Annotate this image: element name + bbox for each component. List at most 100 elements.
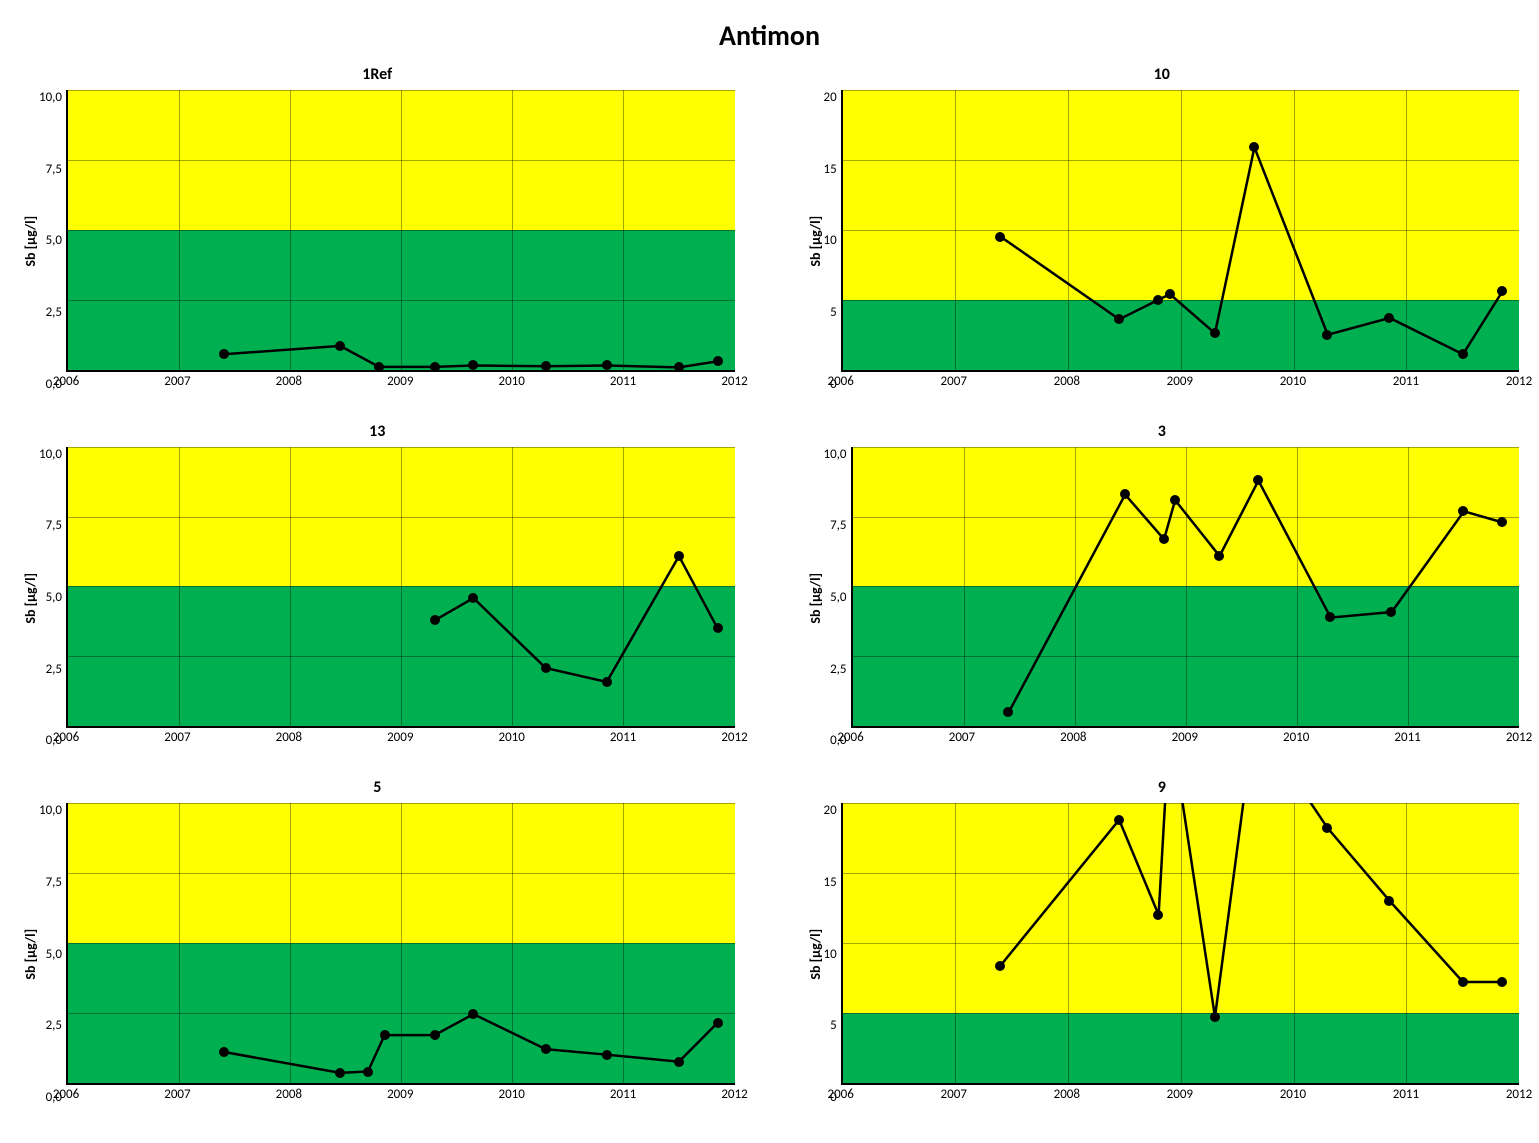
y-tick-label: 7,5	[39, 518, 62, 533]
x-tick-label: 2010	[498, 730, 524, 745]
x-tick-label: 2009	[387, 374, 413, 389]
data-markers	[68, 803, 734, 1083]
plot-area	[841, 803, 1519, 1085]
x-axis-ticks: 2006200720082009201020112012	[66, 728, 734, 748]
panel-title: 3	[805, 422, 1520, 441]
chart-panel: 13Sb [µg/l]10,07,55,02,50,02006200720082…	[20, 422, 735, 749]
x-tick-label: 2011	[610, 730, 636, 745]
x-tick-label: 2012	[721, 374, 747, 389]
x-tick-label: 2008	[276, 374, 302, 389]
y-axis-label: Sb [µg/l]	[20, 447, 39, 749]
plot-wrap: 2006200720082009201020112012	[66, 803, 734, 1105]
data-point	[1153, 295, 1163, 305]
chart-area: Sb [µg/l]10,07,55,02,50,0200620072008200…	[20, 90, 735, 392]
y-tick-label: 5,0	[39, 947, 62, 962]
y-tick-label: 5,0	[824, 590, 847, 605]
x-axis-ticks: 2006200720082009201020112012	[66, 372, 734, 392]
x-tick-label: 2007	[949, 730, 975, 745]
plot-wrap: 2006200720082009201020112012	[66, 447, 734, 749]
y-tick-label: 10,0	[824, 447, 847, 462]
chart-panel: 1Ref Sb [µg/l]10,07,55,02,50,020062007200…	[20, 65, 735, 392]
x-tick-label: 2008	[1054, 1087, 1080, 1102]
x-tick-label: 2011	[610, 1087, 636, 1102]
x-tick-label: 2012	[721, 1087, 747, 1102]
x-tick-label: 2012	[1506, 730, 1532, 745]
x-tick-label: 2006	[53, 1087, 79, 1102]
x-tick-label: 2008	[1060, 730, 1086, 745]
y-axis-ticks: 10,07,55,02,50,0	[39, 90, 66, 392]
x-tick-label: 2011	[1394, 730, 1420, 745]
x-tick-label: 2007	[941, 374, 967, 389]
plot-wrap: 2006200720082009201020112012	[841, 803, 1519, 1105]
chart-area: Sb [µg/l]10,07,55,02,50,0200620072008200…	[805, 447, 1520, 749]
y-tick-label: 2,5	[39, 305, 62, 320]
plot-wrap: 2006200720082009201020112012	[851, 447, 1519, 749]
y-axis-ticks: 20151050	[824, 803, 841, 1105]
x-axis-ticks: 2006200720082009201020112012	[841, 372, 1519, 392]
y-tick-label: 7,5	[824, 518, 847, 533]
y-tick-label: 10,0	[39, 803, 62, 818]
chart-area: Sb [µg/l]10,07,55,02,50,0200620072008200…	[20, 447, 735, 749]
data-point	[1170, 495, 1180, 505]
data-point	[602, 677, 612, 687]
x-tick-label: 2006	[828, 1087, 854, 1102]
chart-panel: 9Sb [µg/l]201510502006200720082009201020…	[805, 778, 1520, 1105]
x-tick-label: 2010	[1283, 730, 1309, 745]
y-axis-ticks: 10,07,55,02,50,0	[39, 803, 66, 1105]
panel-title: 5	[20, 778, 735, 797]
x-tick-label: 2010	[498, 374, 524, 389]
plot-area	[851, 447, 1519, 729]
data-point	[602, 1050, 612, 1060]
y-tick-label: 2,5	[39, 662, 62, 677]
y-axis-label: Sb [µg/l]	[805, 90, 824, 392]
y-axis-label: Sb [µg/l]	[805, 447, 824, 749]
plot-area	[66, 90, 734, 372]
x-tick-label: 2012	[721, 730, 747, 745]
data-point	[1214, 551, 1224, 561]
data-markers	[68, 90, 734, 370]
panel-title: 13	[20, 422, 735, 441]
y-axis-label: Sb [µg/l]	[20, 90, 39, 392]
y-tick-label: 5	[824, 305, 837, 320]
y-tick-label: 10	[824, 947, 837, 962]
x-tick-label: 2008	[276, 1087, 302, 1102]
y-axis-label: Sb [µg/l]	[805, 803, 824, 1105]
y-tick-label: 7,5	[39, 162, 62, 177]
x-tick-label: 2010	[1280, 1087, 1306, 1102]
x-tick-label: 2008	[276, 730, 302, 745]
y-tick-label: 10	[824, 233, 837, 248]
data-point	[1159, 534, 1169, 544]
data-point	[430, 362, 440, 372]
x-tick-label: 2007	[164, 730, 190, 745]
y-tick-label: 15	[824, 875, 837, 890]
data-point	[674, 362, 684, 371]
data-markers	[843, 90, 1519, 370]
data-point	[713, 1018, 723, 1028]
data-point	[374, 362, 384, 372]
data-markers	[843, 803, 1519, 1083]
y-tick-label: 15	[824, 162, 837, 177]
plot-area	[66, 447, 734, 729]
data-point	[995, 961, 1005, 971]
y-tick-label: 5	[824, 1018, 837, 1033]
data-point	[430, 1030, 440, 1040]
chart-panel: 3Sb [µg/l]10,07,55,02,50,020062007200820…	[805, 422, 1520, 749]
y-axis-ticks: 10,07,55,02,50,0	[824, 447, 851, 749]
x-axis-ticks: 2006200720082009201020112012	[66, 1085, 734, 1105]
data-point	[1458, 977, 1468, 987]
data-point	[430, 615, 440, 625]
plot-area	[841, 90, 1519, 372]
data-point	[1120, 489, 1130, 499]
data-point	[219, 349, 229, 359]
chart-panel: 10Sb [µg/l]20151050200620072008200920102…	[805, 65, 1520, 392]
data-markers	[68, 447, 734, 727]
panel-title: 1Ref	[20, 65, 735, 84]
y-axis-label: Sb [µg/l]	[20, 803, 39, 1105]
chart-panel: 5 Sb [µg/l]10,07,55,02,50,020062007200820…	[20, 778, 735, 1105]
page: Antimon 1RefSb [µg/l]10,07,55,02,50,0200…	[0, 0, 1539, 1143]
x-tick-label: 2012	[1506, 374, 1532, 389]
data-point	[541, 361, 551, 371]
chart-area: Sb [µg/l]2015105020062007200820092010201…	[805, 90, 1520, 392]
x-tick-label: 2009	[1167, 1087, 1193, 1102]
x-tick-label: 2007	[941, 1087, 967, 1102]
